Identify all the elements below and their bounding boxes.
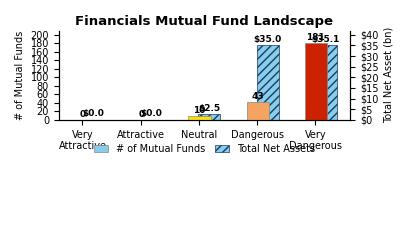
Bar	[198, 114, 220, 120]
Text: $2.5: $2.5	[198, 104, 220, 113]
Text: $35.1: $35.1	[312, 35, 340, 44]
Text: $0.0: $0.0	[140, 109, 162, 118]
Text: 43: 43	[252, 92, 264, 101]
Bar	[189, 116, 211, 120]
Bar	[315, 45, 337, 120]
Text: 10: 10	[193, 106, 206, 115]
Bar	[305, 43, 327, 120]
Legend: # of Mutual Funds, Total Net Assets: # of Mutual Funds, Total Net Assets	[90, 140, 319, 158]
Y-axis label: # of Mutual Funds: # of Mutual Funds	[15, 31, 25, 120]
Y-axis label: Total Net Asset (bn): Total Net Asset (bn)	[384, 27, 394, 123]
Title: Financials Mutual Fund Landscape: Financials Mutual Fund Landscape	[75, 15, 333, 28]
Text: 181: 181	[306, 33, 325, 42]
Bar	[256, 45, 279, 120]
Bar	[247, 101, 269, 120]
Text: $35.0: $35.0	[254, 35, 282, 44]
Text: 0: 0	[80, 110, 86, 119]
Text: $0.0: $0.0	[82, 109, 104, 118]
Text: 0: 0	[138, 110, 144, 119]
